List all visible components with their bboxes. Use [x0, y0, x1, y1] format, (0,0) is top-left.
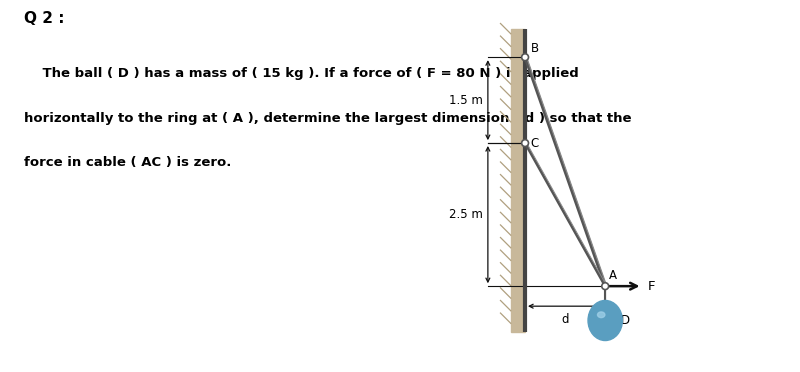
Text: B: B — [531, 42, 539, 55]
Text: horizontally to the ring at ( A ), determine the largest dimension ( d ) so that: horizontally to the ring at ( A ), deter… — [24, 112, 631, 125]
Circle shape — [602, 283, 609, 289]
Bar — [510, 29, 525, 332]
Ellipse shape — [588, 301, 622, 340]
Text: 2.5 m: 2.5 m — [450, 208, 483, 221]
Text: 1.5 m: 1.5 m — [450, 94, 483, 107]
Text: d: d — [562, 313, 569, 326]
Text: F: F — [648, 280, 656, 293]
Text: force in cable ( AC ) is zero.: force in cable ( AC ) is zero. — [24, 156, 231, 169]
Text: A: A — [609, 269, 617, 282]
Text: The ball ( D ) has a mass of ( 15 kg ). If a force of ( F = 80 N ) is applied: The ball ( D ) has a mass of ( 15 kg ). … — [24, 67, 578, 80]
Circle shape — [522, 54, 529, 61]
Circle shape — [522, 140, 529, 147]
Text: D: D — [621, 314, 630, 327]
Ellipse shape — [598, 312, 605, 318]
Text: Q 2 :: Q 2 : — [24, 11, 65, 26]
Text: C: C — [531, 137, 539, 150]
